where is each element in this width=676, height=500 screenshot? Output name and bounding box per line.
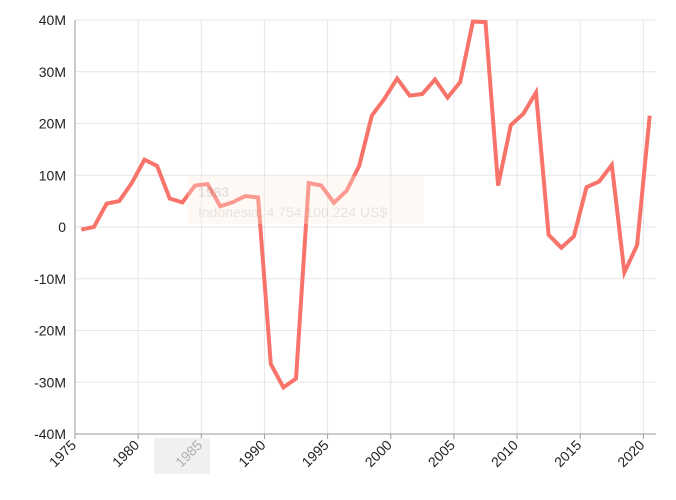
data-point[interactable] <box>394 76 400 82</box>
data-point[interactable] <box>167 196 173 202</box>
data-point[interactable] <box>533 90 539 96</box>
data-point[interactable] <box>621 270 627 276</box>
y-tick-label: 40M <box>39 12 66 28</box>
tooltip-year: 1983 <box>198 184 230 200</box>
x-tick-label: 2020 <box>614 437 647 470</box>
data-point[interactable] <box>293 376 299 382</box>
y-tick-label: 20M <box>39 116 66 132</box>
data-point[interactable] <box>369 113 375 119</box>
y-tick-label: -30M <box>34 374 66 390</box>
x-tick-label: 1980 <box>109 437 142 470</box>
y-tick-label: 0 <box>58 219 66 235</box>
data-point[interactable] <box>445 95 451 101</box>
tooltip: 1983 Indonesia: 4.754.100.224 US$ <box>188 176 424 224</box>
data-point[interactable] <box>381 96 387 102</box>
data-point[interactable] <box>609 162 615 168</box>
data-point[interactable] <box>495 183 501 189</box>
x-tick-label: 1990 <box>235 437 268 470</box>
data-point[interactable] <box>104 201 110 207</box>
data-point[interactable] <box>407 93 413 99</box>
grid-lines <box>74 19 656 435</box>
tooltip-value: Indonesia: 4.754.100.224 US$ <box>198 204 388 220</box>
x-tick-label: 1995 <box>298 437 331 470</box>
y-tick-label: -20M <box>34 323 66 339</box>
series-line[interactable] <box>80 19 652 391</box>
data-point[interactable] <box>179 199 185 205</box>
data-point[interactable] <box>508 122 514 128</box>
data-point[interactable] <box>596 179 602 185</box>
data-point[interactable] <box>356 163 362 169</box>
x-axis-hover-highlight <box>154 438 210 474</box>
y-axis-tick-labels: -40M -30M -20M -10M 0 10M 20M 30M 40M <box>34 12 66 442</box>
data-point[interactable] <box>78 227 84 233</box>
data-point[interactable] <box>280 384 286 390</box>
y-tick-label: -10M <box>34 271 66 287</box>
x-tick-label: 2000 <box>362 437 395 470</box>
data-point[interactable] <box>419 91 425 97</box>
data-point[interactable] <box>546 232 552 238</box>
data-point[interactable] <box>432 77 438 83</box>
data-point[interactable] <box>520 111 526 117</box>
data-point[interactable] <box>647 113 653 119</box>
data-point[interactable] <box>571 233 577 239</box>
axes <box>74 20 656 439</box>
data-point[interactable] <box>457 79 463 85</box>
data-point[interactable] <box>558 245 564 251</box>
data-point[interactable] <box>129 180 135 186</box>
x-tick-label: 2005 <box>425 437 458 470</box>
data-point[interactable] <box>268 361 274 367</box>
series-group[interactable] <box>78 19 652 391</box>
x-tick-label: 2015 <box>551 437 584 470</box>
data-point[interactable] <box>584 184 590 190</box>
data-point[interactable] <box>483 19 489 25</box>
y-tick-label: -40M <box>34 426 66 442</box>
y-tick-label: 30M <box>39 64 66 80</box>
data-point[interactable] <box>116 198 122 204</box>
data-point[interactable] <box>470 19 476 25</box>
data-point[interactable] <box>91 224 97 230</box>
data-point[interactable] <box>154 163 160 169</box>
data-point[interactable] <box>142 157 148 163</box>
x-axis-tick-labels: 1975198019851990199520002005201020152020 <box>46 437 648 470</box>
data-point[interactable] <box>634 242 640 248</box>
x-tick-label: 2010 <box>488 437 521 470</box>
y-tick-label: 10M <box>39 167 66 183</box>
